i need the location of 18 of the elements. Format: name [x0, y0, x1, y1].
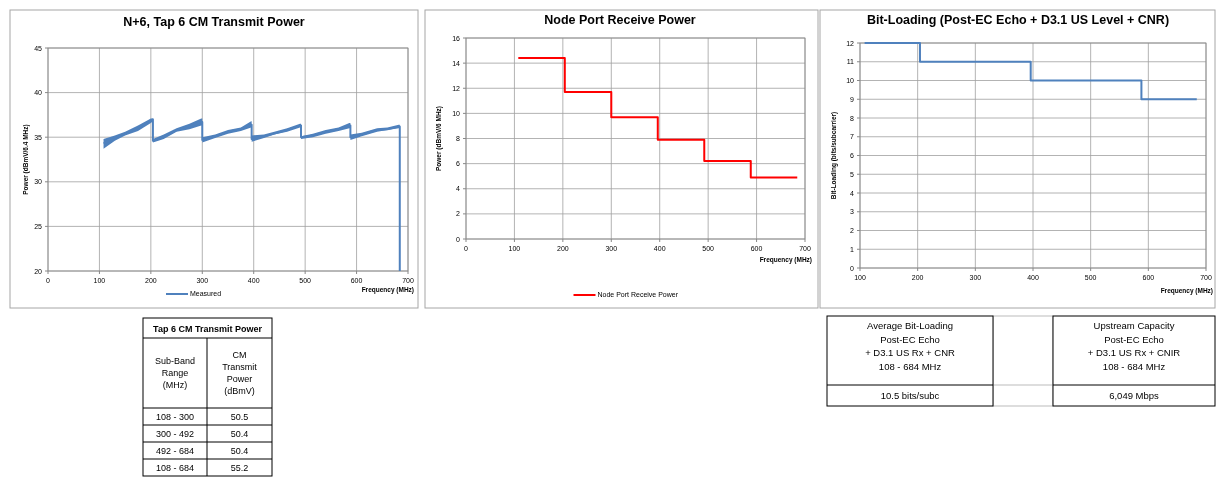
data-label: 10.5 bits/subc — [880, 390, 940, 401]
category-label: 492 - 684 — [155, 446, 195, 456]
data-label: 6,049 Mbps — [1109, 390, 1160, 401]
text: Tap 6 CM Transmit Power — [153, 324, 263, 334]
category-label: 108 - 684 — [155, 463, 195, 473]
data-label: 55.2 — [230, 463, 249, 473]
text: Sub-Band Range (MHz) — [154, 356, 196, 390]
data-label: 50.4 — [230, 429, 249, 439]
category-label: Upstream Capacity Post-EC Echo + D3.1 US Rx + CNIR 108 - 684 MHz — [1087, 320, 1181, 372]
chart-title: Node Port Receive Power — [544, 13, 696, 27]
category-label: 300 - 492 — [155, 429, 195, 439]
chart-title: Bit-Loading (Post-EC Echo + D3.1 US Level + CNR) — [866, 13, 1170, 27]
category-label: 108 - 300 — [155, 412, 195, 422]
chart-title: N+6, Tap 6 CM Transmit Power — [123, 15, 305, 29]
data-label: 50.5 — [230, 412, 249, 422]
data-label: 50.4 — [230, 446, 249, 456]
text: CM Transmit Power (dBmV) — [222, 350, 258, 396]
category-label: Average Bit-Loading Post-EC Echo + D3.1 US Rx + CNR 108 - 684 MHz — [865, 320, 956, 372]
